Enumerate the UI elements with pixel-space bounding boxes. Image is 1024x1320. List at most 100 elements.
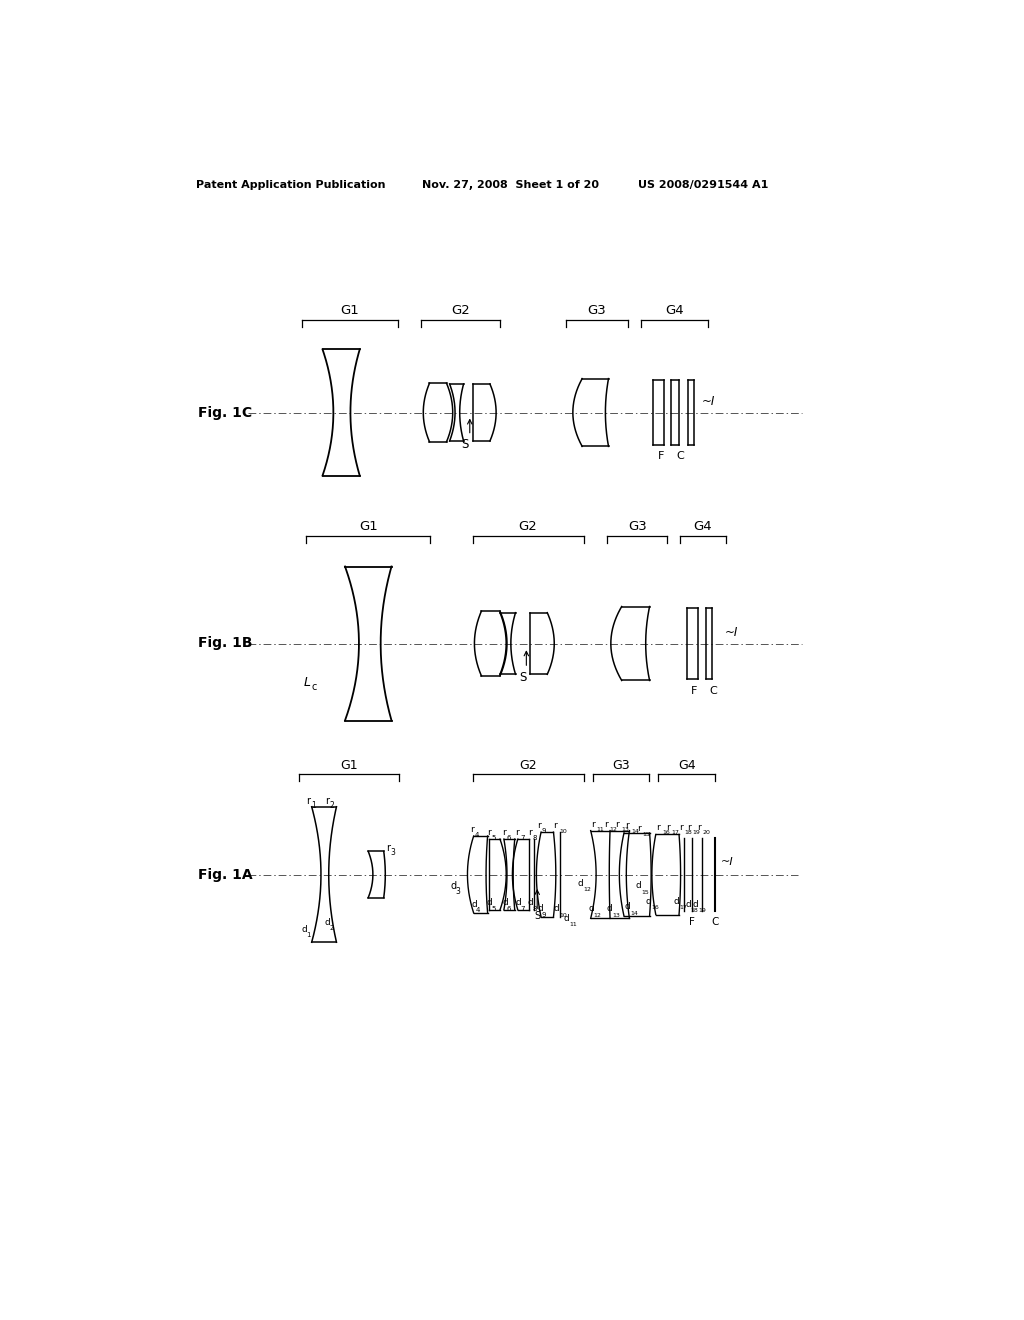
Text: r: r xyxy=(697,822,700,832)
Text: US 2008/0291544 A1: US 2008/0291544 A1 xyxy=(638,180,768,190)
Text: G2: G2 xyxy=(519,759,537,772)
Text: G4: G4 xyxy=(678,759,695,772)
Text: ~I: ~I xyxy=(721,857,733,867)
Text: d: d xyxy=(471,900,477,909)
Text: C: C xyxy=(710,686,717,696)
Text: d: d xyxy=(486,899,493,907)
Text: 13: 13 xyxy=(612,913,621,917)
Text: 6: 6 xyxy=(507,834,511,841)
Text: G2: G2 xyxy=(452,305,470,317)
Text: S: S xyxy=(519,671,526,684)
Text: 8: 8 xyxy=(532,906,537,912)
Text: G1: G1 xyxy=(340,759,357,772)
Text: 19: 19 xyxy=(698,908,707,913)
Text: F: F xyxy=(658,450,665,461)
Text: r: r xyxy=(470,825,473,834)
Text: r: r xyxy=(591,820,594,829)
Text: 7: 7 xyxy=(520,834,524,841)
Text: 12: 12 xyxy=(609,828,617,833)
Text: r: r xyxy=(528,828,531,837)
Text: r: r xyxy=(486,828,490,837)
Text: 2: 2 xyxy=(330,801,334,809)
Text: d: d xyxy=(589,904,594,913)
Text: ~I: ~I xyxy=(701,395,715,408)
Text: 16: 16 xyxy=(662,830,670,836)
Text: r: r xyxy=(554,821,557,830)
Text: S: S xyxy=(462,438,469,451)
Text: L: L xyxy=(304,676,311,689)
Text: r: r xyxy=(538,821,541,830)
Text: 6: 6 xyxy=(507,906,511,912)
Text: G1: G1 xyxy=(358,520,378,533)
Text: 3: 3 xyxy=(456,887,461,896)
Text: r: r xyxy=(326,796,329,805)
Text: 11: 11 xyxy=(569,923,577,927)
Text: d: d xyxy=(563,913,569,923)
Text: 14: 14 xyxy=(631,829,639,834)
Text: 18: 18 xyxy=(690,908,698,913)
Text: 3: 3 xyxy=(390,849,395,858)
Text: d: d xyxy=(528,899,534,907)
Text: 14: 14 xyxy=(630,911,638,916)
Text: r: r xyxy=(637,825,641,833)
Text: 12: 12 xyxy=(583,887,591,892)
Text: 11: 11 xyxy=(596,828,604,833)
Text: 9: 9 xyxy=(542,828,547,834)
Text: G3: G3 xyxy=(628,520,646,533)
Text: Fig. 1C: Fig. 1C xyxy=(198,405,252,420)
Text: d: d xyxy=(607,904,612,913)
Text: C: C xyxy=(676,450,684,461)
Text: G2: G2 xyxy=(518,520,538,533)
Text: r: r xyxy=(604,820,607,829)
Text: C: C xyxy=(712,917,719,927)
Text: c: c xyxy=(311,682,317,693)
Text: 10: 10 xyxy=(559,913,566,917)
Text: 19: 19 xyxy=(692,830,700,836)
Text: 18: 18 xyxy=(684,830,692,836)
Text: d: d xyxy=(301,925,307,935)
Text: d: d xyxy=(554,904,559,913)
Text: 9: 9 xyxy=(542,912,547,917)
Text: d: d xyxy=(685,900,691,909)
Text: r: r xyxy=(615,820,620,829)
Text: r: r xyxy=(515,828,519,837)
Text: Fig. 1B: Fig. 1B xyxy=(198,636,252,651)
Text: 17: 17 xyxy=(679,906,687,911)
Text: 5: 5 xyxy=(492,834,496,841)
Text: r: r xyxy=(666,822,670,832)
Text: 1: 1 xyxy=(311,801,315,809)
Text: r: r xyxy=(626,821,630,830)
Text: 5: 5 xyxy=(492,906,496,912)
Text: d: d xyxy=(625,902,631,911)
Text: F: F xyxy=(689,917,695,927)
Text: 8: 8 xyxy=(532,834,537,841)
Text: r: r xyxy=(386,843,390,853)
Text: 4: 4 xyxy=(476,907,480,913)
Text: 7: 7 xyxy=(520,906,524,912)
Text: r: r xyxy=(656,822,660,832)
Text: Nov. 27, 2008  Sheet 1 of 20: Nov. 27, 2008 Sheet 1 of 20 xyxy=(423,180,599,190)
Text: r: r xyxy=(679,822,683,832)
Text: G4: G4 xyxy=(665,305,684,317)
Text: 16: 16 xyxy=(651,906,658,911)
Text: d: d xyxy=(693,900,698,909)
Text: d: d xyxy=(674,896,679,906)
Text: S: S xyxy=(535,911,541,921)
Text: d: d xyxy=(325,917,330,927)
Text: 4: 4 xyxy=(474,832,479,838)
Text: d: d xyxy=(636,882,641,891)
Text: d: d xyxy=(515,899,521,907)
Text: r: r xyxy=(687,822,690,832)
Text: G3: G3 xyxy=(612,759,630,772)
Text: 2: 2 xyxy=(330,924,334,931)
Text: 1: 1 xyxy=(306,932,311,939)
Text: 15: 15 xyxy=(643,832,650,837)
Text: G3: G3 xyxy=(588,305,606,317)
Text: d: d xyxy=(538,904,543,913)
Text: 13: 13 xyxy=(621,828,629,833)
Text: r: r xyxy=(503,828,506,837)
Text: F: F xyxy=(690,686,697,696)
Text: d: d xyxy=(646,896,651,906)
Text: ~I: ~I xyxy=(725,626,738,639)
Text: G4: G4 xyxy=(693,520,713,533)
